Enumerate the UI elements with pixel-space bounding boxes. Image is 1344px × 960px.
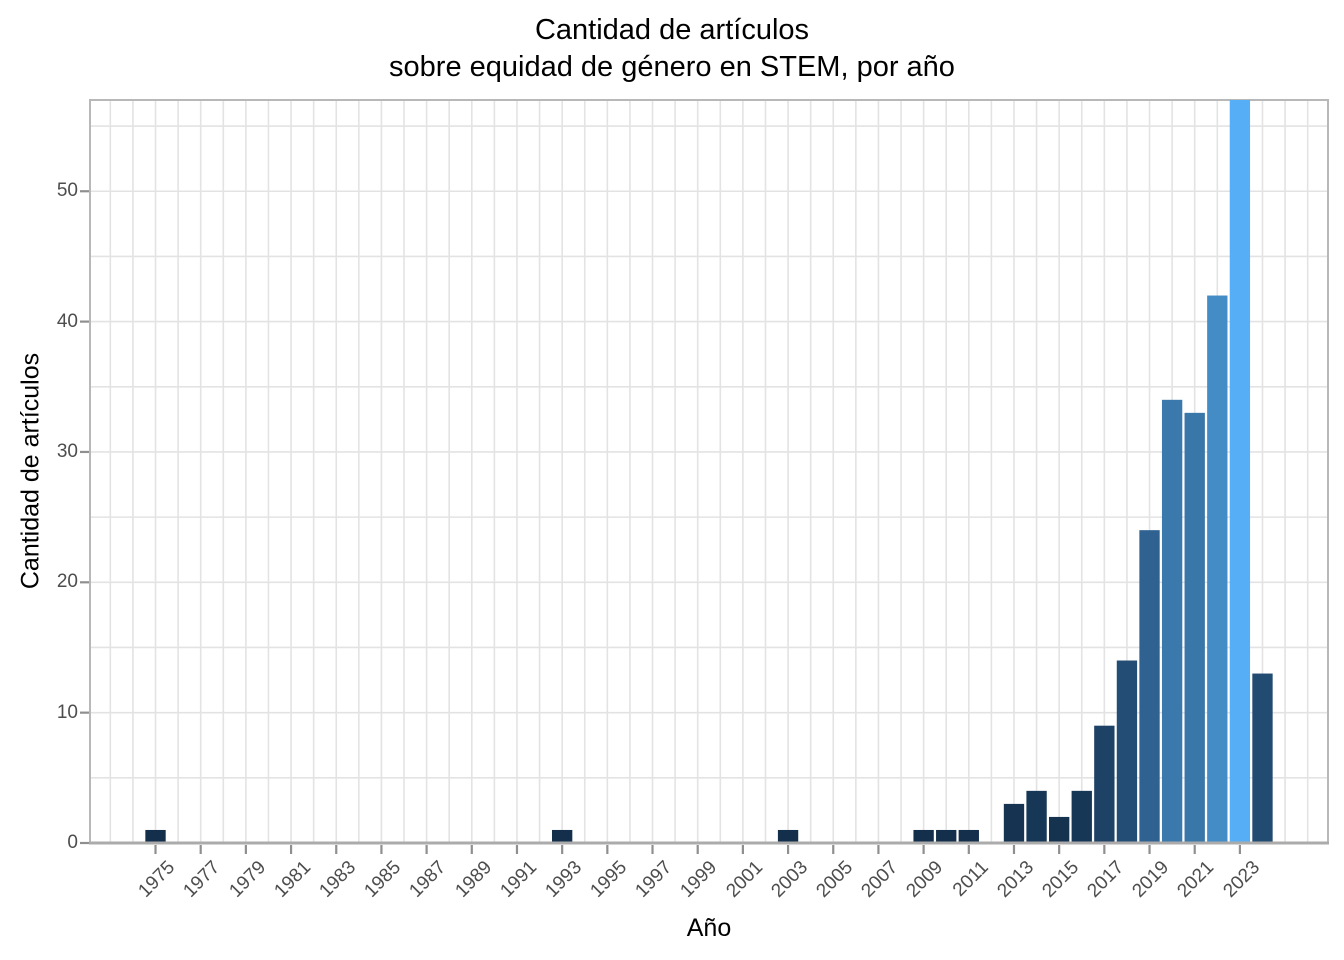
bar-2020: [1161, 399, 1183, 843]
bar-2014: [1026, 790, 1047, 843]
bar-1975: [145, 829, 166, 843]
y-tick-label: 30: [56, 440, 78, 462]
y-tick-label: 40: [56, 310, 78, 332]
bar-2019: [1139, 530, 1160, 843]
y-tick-label: 10: [56, 701, 78, 723]
y-tick-label: 0: [67, 832, 78, 853]
bar-1993: [551, 829, 573, 843]
bar-2013: [1003, 803, 1025, 843]
y-tick-label: 20: [56, 571, 78, 593]
x-axis-title: Año: [686, 914, 732, 942]
bar-2021: [1184, 412, 1205, 843]
bar-2009: [913, 829, 934, 843]
y-tick-label: 50: [56, 180, 78, 202]
bar-2023: [1229, 100, 1251, 843]
bar-2015: [1048, 816, 1070, 843]
bar-2011: [958, 829, 979, 843]
chart-title: Cantidad de artículos sobre equidad de g…: [0, 12, 1344, 86]
chart-title-line2: sobre equidad de género en STEM, por año: [389, 51, 955, 83]
bar-2022: [1207, 295, 1228, 843]
bar-2017: [1094, 725, 1115, 843]
bar-2024: [1252, 673, 1273, 843]
bar-2018: [1116, 660, 1138, 843]
bar-2003: [777, 829, 799, 843]
chart-title-line1: Cantidad de artículos: [534, 14, 810, 46]
bar-2016: [1071, 790, 1092, 843]
bar-2010: [936, 829, 957, 843]
